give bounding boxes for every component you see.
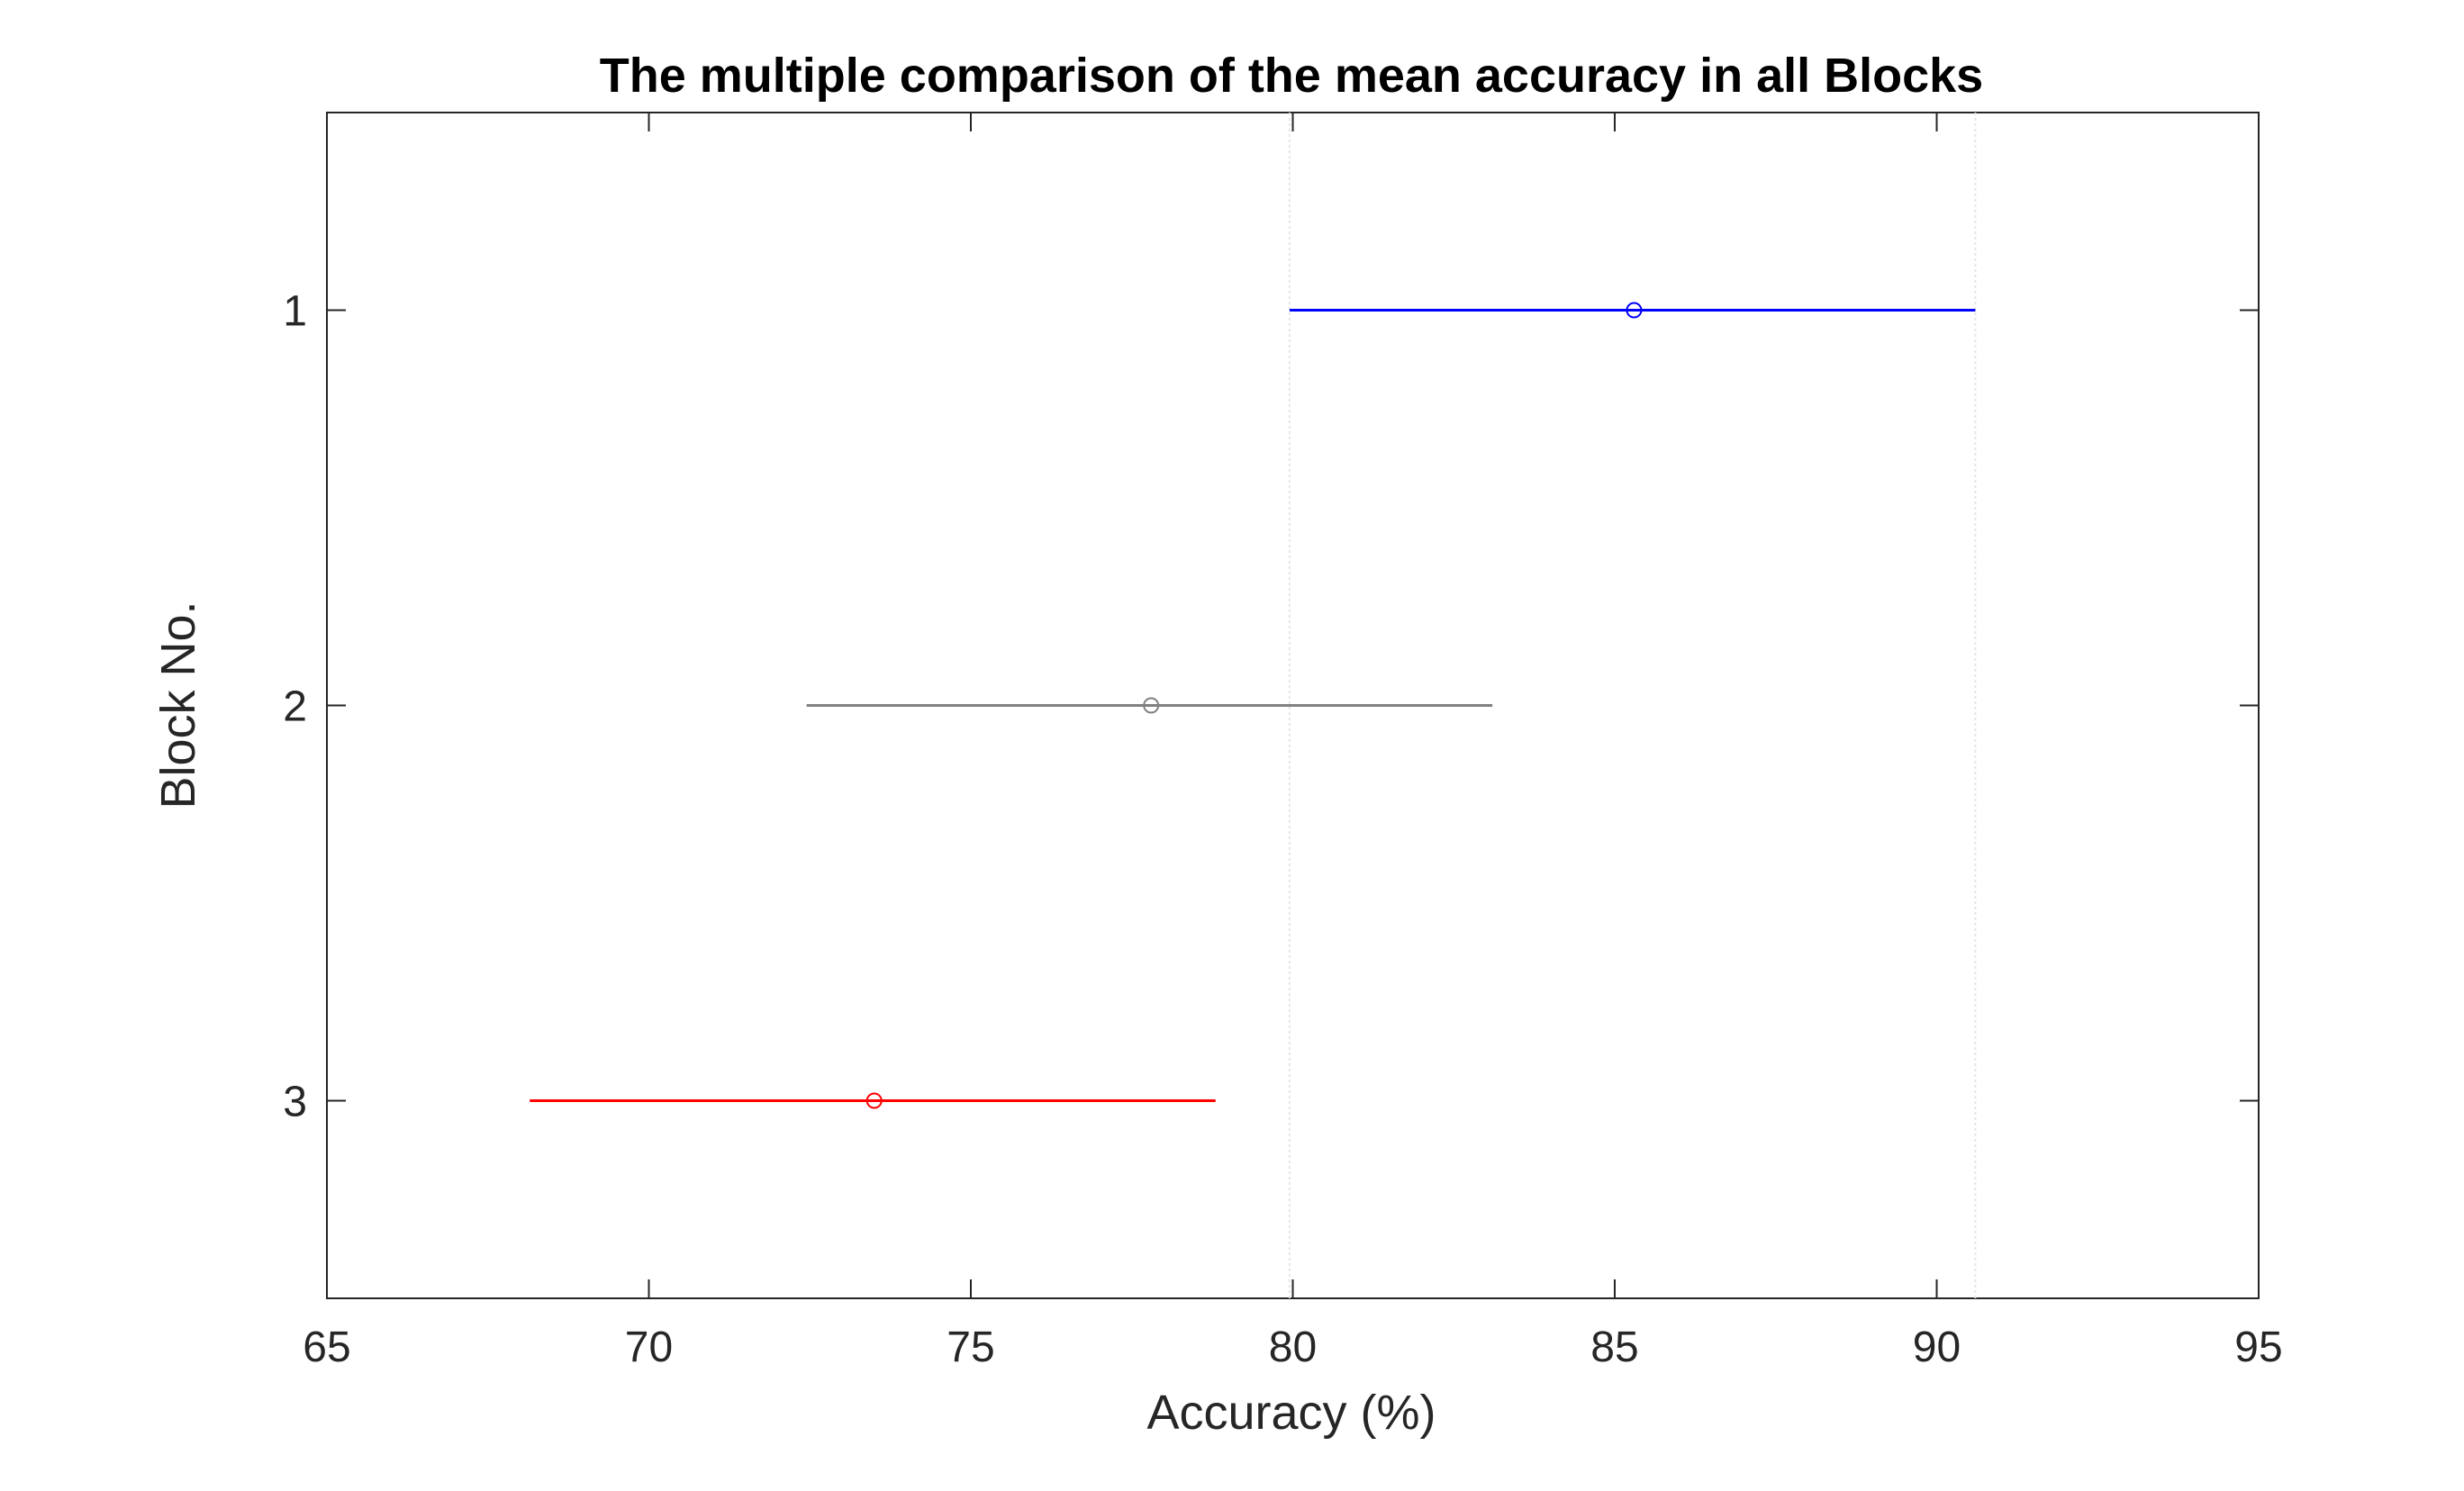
chart-title: The multiple comparison of the mean accu… — [600, 49, 1983, 103]
x-tick-label: 80 — [1269, 1324, 1317, 1371]
y-tick-label: 3 — [283, 1079, 307, 1126]
mean-marker-block-3 — [865, 1092, 883, 1109]
x-tick-label: 75 — [947, 1324, 994, 1371]
x-tick-label: 85 — [1590, 1324, 1638, 1371]
y-axis-label: Block No. — [151, 601, 205, 809]
y-tick-label: 2 — [283, 683, 307, 731]
mean-marker-block-1 — [1626, 302, 1643, 319]
y-tick-label: 1 — [283, 288, 307, 336]
x-tick-label: 65 — [303, 1324, 350, 1371]
mean-marker-block-2 — [1143, 697, 1160, 714]
x-tick-label: 90 — [1913, 1324, 1961, 1371]
x-axis-label: Accuracy (%) — [1146, 1386, 1436, 1440]
x-tick-label: 95 — [2234, 1324, 2282, 1371]
x-tick-label: 70 — [625, 1324, 673, 1371]
